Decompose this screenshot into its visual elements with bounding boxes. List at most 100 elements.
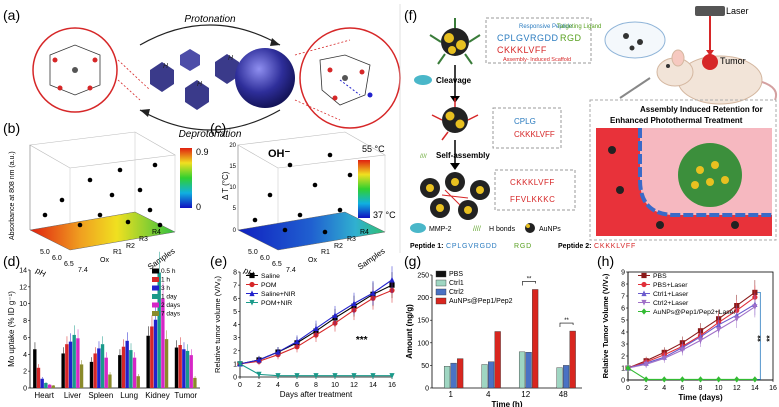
legend-swatch bbox=[435, 279, 447, 287]
x-tick-label: 4 bbox=[662, 385, 666, 392]
panel-c-z-ticks: 0 5 10 15 20 bbox=[229, 143, 236, 234]
legend-label: Ctrl2 bbox=[449, 289, 464, 296]
legend-marker bbox=[641, 290, 647, 297]
y-tick-label: 5 bbox=[233, 309, 237, 316]
vessel-illustration bbox=[596, 128, 772, 236]
bar bbox=[164, 339, 169, 388]
x-tick-label: 8 bbox=[314, 382, 318, 389]
data-point bbox=[679, 376, 685, 383]
bar bbox=[93, 353, 97, 388]
arrow-protonation bbox=[139, 24, 281, 46]
x-tick-label: 4 bbox=[486, 390, 491, 399]
significance-annotation: *** bbox=[356, 335, 368, 346]
legend-label: POM bbox=[261, 282, 277, 289]
seq-kl: CKKKLVFF bbox=[497, 45, 547, 55]
svg-text:6.0: 6.0 bbox=[52, 255, 62, 262]
x-tick-label: 4 bbox=[276, 382, 280, 389]
panel-f-seq-box2 bbox=[492, 107, 562, 149]
x-tick-label: 16 bbox=[388, 382, 396, 389]
seq-kl-3: CKKKLVFF bbox=[510, 178, 555, 187]
data-point bbox=[752, 376, 758, 383]
label-f: (f) bbox=[404, 7, 417, 23]
legend-label: Saline+NIR bbox=[261, 291, 296, 298]
bar bbox=[518, 351, 526, 389]
legend-swatch bbox=[435, 270, 447, 278]
y-tick-label: 200 bbox=[417, 295, 429, 302]
label-g: (g) bbox=[404, 253, 421, 269]
legend-aunps: AuNPs bbox=[539, 226, 561, 233]
legend-label: AuNPs@Pep1/Pep2+Laser bbox=[653, 309, 736, 316]
svg-text:////: //// bbox=[473, 226, 481, 233]
seq-kl-2: CKKKLVFF bbox=[514, 130, 555, 139]
svg-text:20: 20 bbox=[229, 143, 236, 149]
data-point bbox=[625, 364, 631, 372]
legend-swatch bbox=[152, 302, 159, 308]
bar bbox=[65, 344, 69, 388]
label-c: (c) bbox=[210, 120, 226, 136]
chart-g: 0 50 100 150 200 250 Amount (ng/g) Time (h) 1 4 12… bbox=[405, 270, 582, 407]
nanosphere bbox=[235, 48, 295, 108]
legend-marker bbox=[249, 299, 255, 306]
bar bbox=[118, 355, 122, 388]
svg-text:R3: R3 bbox=[347, 236, 356, 243]
legend-swatch bbox=[152, 294, 159, 299]
panel-b-zlabel: Absorbance at 808 nm (a.u.) bbox=[9, 151, 16, 240]
label-e: (e) bbox=[210, 253, 227, 269]
peptide1-label: Peptide 1: bbox=[410, 243, 443, 250]
legend-swatch bbox=[152, 285, 159, 291]
legend-marker bbox=[249, 272, 255, 279]
x-tick-label: 6 bbox=[680, 385, 684, 392]
legend-marker bbox=[249, 290, 255, 297]
label-b: (b) bbox=[3, 120, 20, 136]
legend-swatch bbox=[152, 268, 159, 274]
x-axis-label: Days after treatment bbox=[280, 390, 353, 399]
svg-text:5: 5 bbox=[233, 206, 237, 212]
y-tick-label: 4 bbox=[233, 322, 237, 329]
legend-label: 0.5 h bbox=[161, 268, 176, 275]
data-point bbox=[697, 337, 704, 344]
svg-text:0: 0 bbox=[233, 228, 237, 234]
legend-swatch bbox=[152, 277, 159, 282]
bar bbox=[89, 361, 94, 388]
legend-label: Saline bbox=[261, 273, 280, 280]
significance-annotation: ** bbox=[756, 334, 765, 341]
svg-text:5.0: 5.0 bbox=[248, 249, 258, 256]
legend-mmp-icon bbox=[410, 223, 426, 233]
data-point bbox=[370, 373, 376, 379]
panel-f-nanoparticle-top bbox=[429, 18, 481, 65]
y-tick-label: 50 bbox=[421, 363, 429, 370]
panel-c-cbar-max: 55 °C bbox=[362, 144, 385, 154]
data-point bbox=[237, 361, 243, 367]
bar bbox=[76, 338, 80, 388]
y-tick-label: 8 bbox=[233, 270, 237, 277]
legend-label: PBS bbox=[449, 271, 463, 278]
bar bbox=[488, 361, 495, 389]
x-tick-label: Heart bbox=[34, 391, 54, 400]
legend-marker bbox=[641, 308, 647, 315]
data-point bbox=[643, 361, 649, 368]
bar bbox=[36, 367, 41, 388]
bar bbox=[51, 385, 55, 388]
svg-text:6.5: 6.5 bbox=[64, 261, 74, 268]
y-tick-label: 0 bbox=[23, 386, 27, 393]
legend-label: POM+NIR bbox=[261, 300, 292, 307]
panel-b-ph-ticks: 5.0 6.0 6.5 7.4 bbox=[40, 249, 88, 274]
bar bbox=[40, 378, 44, 388]
svg-text:H: H bbox=[228, 55, 234, 62]
series-line bbox=[627, 296, 756, 369]
x-tick-label: 2 bbox=[257, 382, 261, 389]
data-point bbox=[716, 327, 722, 333]
x-axis-label: Time (days) bbox=[678, 393, 723, 402]
svg-text:R1: R1 bbox=[113, 249, 122, 256]
panel-a-right-zoom bbox=[294, 27, 401, 129]
bar bbox=[494, 331, 501, 389]
svg-text:6.0: 6.0 bbox=[260, 255, 270, 262]
bar bbox=[97, 348, 101, 388]
x-tick-label: 10 bbox=[715, 385, 723, 392]
retention-title-2: Enhanced Photothermal Treatment bbox=[610, 116, 743, 125]
panel-c-colorbar bbox=[358, 160, 370, 218]
x-tick-label: 12 bbox=[733, 385, 741, 392]
svg-text:5.0: 5.0 bbox=[40, 249, 50, 256]
legend-swatch bbox=[152, 311, 159, 316]
panel-f-nanoparticle-mid bbox=[431, 98, 479, 141]
